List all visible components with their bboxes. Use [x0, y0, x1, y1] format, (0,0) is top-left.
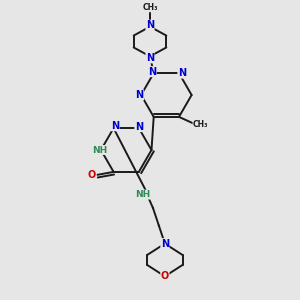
Text: N: N	[161, 238, 169, 249]
Text: N: N	[146, 53, 154, 63]
Text: O: O	[161, 271, 169, 281]
Text: N: N	[146, 20, 154, 30]
Text: CH₃: CH₃	[193, 120, 208, 129]
Text: N: N	[136, 90, 144, 100]
Text: CH₃: CH₃	[142, 3, 158, 12]
Text: O: O	[88, 170, 96, 180]
Text: N: N	[135, 122, 143, 132]
Text: N: N	[148, 67, 156, 76]
Text: N: N	[111, 121, 119, 131]
Text: NH: NH	[135, 190, 150, 199]
Text: NH: NH	[92, 146, 107, 154]
Text: N: N	[178, 68, 186, 78]
